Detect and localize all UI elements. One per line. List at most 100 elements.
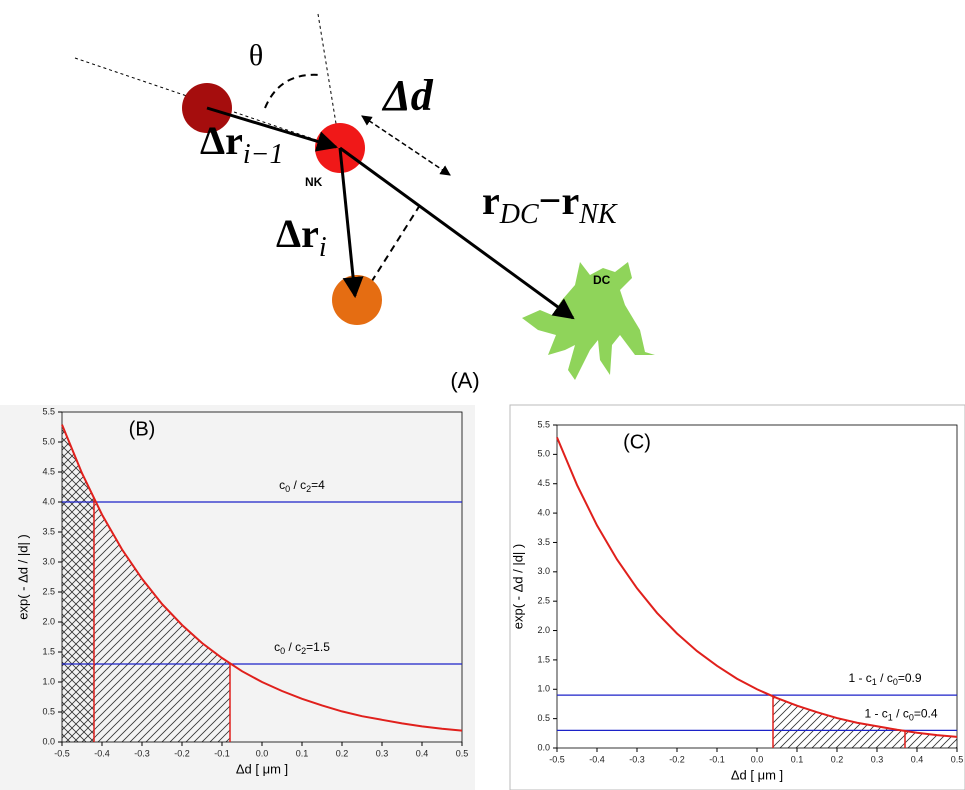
angle-arc bbox=[264, 73, 321, 109]
subscript: 2 bbox=[306, 484, 311, 494]
label-part: =4 bbox=[311, 478, 325, 492]
subscript: 0 bbox=[280, 646, 285, 656]
x-tick-label: 0.5 bbox=[951, 754, 964, 764]
x-tick-label: -0.5 bbox=[549, 754, 565, 764]
subscript: 1 bbox=[888, 713, 893, 723]
step-main: Δr bbox=[276, 211, 319, 256]
y-tick-label: 5.0 bbox=[42, 436, 55, 446]
step-sub: i bbox=[319, 232, 327, 263]
y-tick-label: 1.0 bbox=[42, 676, 55, 686]
distance-arrow bbox=[361, 115, 451, 176]
label-part: =1.5 bbox=[306, 640, 330, 654]
step-sub: i−1 bbox=[243, 139, 284, 170]
hatched-area bbox=[62, 424, 230, 742]
step-arrow bbox=[206, 106, 339, 152]
diagram: θ Δd Δri−1 NK Δri rDC−rNK DC (A) bbox=[74, 13, 655, 393]
x-tick-label: 0.0 bbox=[751, 754, 764, 764]
y-tick-label: 5.5 bbox=[537, 419, 550, 429]
step-label: Δri−1 bbox=[200, 118, 284, 170]
hatched-area bbox=[773, 696, 957, 748]
y-tick-label: 1.5 bbox=[537, 654, 550, 664]
x-tick-label: -0.3 bbox=[134, 748, 150, 758]
subscript: 0 bbox=[285, 484, 290, 494]
subscript: 0 bbox=[909, 713, 914, 723]
y-tick-label: 4.0 bbox=[42, 496, 55, 506]
step-arrow bbox=[338, 147, 364, 299]
label-part: / c bbox=[290, 478, 306, 492]
subscript: 1 bbox=[872, 678, 877, 688]
y-tick-label: 4.5 bbox=[537, 478, 550, 488]
subscript: 0 bbox=[893, 678, 898, 688]
x-tick-label: 0.1 bbox=[296, 748, 309, 758]
x-tick-label: -0.2 bbox=[669, 754, 685, 764]
target-arrow bbox=[339, 146, 575, 320]
vector: −r bbox=[539, 178, 580, 223]
y-tick-label: 1.0 bbox=[537, 684, 550, 694]
dc-label: DC bbox=[593, 273, 611, 287]
subscript: 2 bbox=[301, 646, 306, 656]
x-tick-label: 0.1 bbox=[791, 754, 804, 764]
threshold-label: c0 / c2=1.5 bbox=[274, 640, 330, 656]
y-tick-label: 5.0 bbox=[537, 449, 550, 459]
panel-title: (C) bbox=[623, 431, 651, 453]
x-tick-label: -0.3 bbox=[629, 754, 645, 764]
x-tick-label: -0.5 bbox=[54, 748, 70, 758]
y-tick-label: 3.0 bbox=[42, 556, 55, 566]
vector-sub: NK bbox=[578, 199, 618, 230]
label-part: / c bbox=[893, 707, 909, 721]
vector: r bbox=[482, 178, 500, 223]
panel-title: (B) bbox=[129, 418, 156, 440]
curve bbox=[61, 424, 463, 732]
y-axis-label: exp( - Δd / |d| ) bbox=[510, 544, 525, 630]
label-part: 1 - c bbox=[864, 707, 887, 721]
y-tick-label: 4.5 bbox=[42, 466, 55, 476]
label-part: =0.4 bbox=[914, 707, 938, 721]
x-tick-label: 0.3 bbox=[376, 748, 389, 758]
x-tick-label: 0.0 bbox=[256, 748, 269, 758]
theta-label: θ bbox=[249, 39, 263, 72]
step-main: Δr bbox=[200, 118, 243, 163]
label-part: / c bbox=[285, 640, 301, 654]
y-tick-label: 4.0 bbox=[537, 507, 550, 517]
dashed-line bbox=[317, 13, 343, 161]
y-tick-label: 2.0 bbox=[537, 625, 550, 635]
y-tick-label: 0.0 bbox=[537, 742, 550, 752]
next-cell bbox=[332, 275, 382, 325]
dc-cell bbox=[522, 262, 655, 380]
x-tick-label: -0.1 bbox=[214, 748, 230, 758]
y-tick-label: 2.0 bbox=[42, 616, 55, 626]
y-tick-label: 3.5 bbox=[42, 526, 55, 536]
label-part: / c bbox=[877, 671, 893, 685]
y-tick-label: 3.0 bbox=[537, 566, 550, 576]
x-tick-label: 0.2 bbox=[336, 748, 349, 758]
label-part: 1 - c bbox=[848, 671, 871, 685]
label-part: c bbox=[279, 478, 285, 492]
x-axis-label: Δd [ μm ] bbox=[731, 767, 783, 782]
nk-label: NK bbox=[305, 175, 323, 189]
curve bbox=[556, 436, 958, 738]
panel-background bbox=[509, 404, 965, 790]
x-tick-label: 0.5 bbox=[456, 748, 469, 758]
vector-sub: DC bbox=[499, 199, 539, 230]
threshold-label: c0 / c2=4 bbox=[279, 478, 325, 494]
y-axis-label: exp( - Δd / |d| ) bbox=[15, 534, 30, 620]
y-tick-label: 5.5 bbox=[42, 406, 55, 416]
label-part: c bbox=[274, 640, 280, 654]
x-tick-label: 0.2 bbox=[831, 754, 844, 764]
x-tick-label: 0.4 bbox=[911, 754, 924, 764]
step-label: Δri bbox=[276, 211, 327, 263]
y-tick-label: 2.5 bbox=[537, 596, 550, 606]
y-tick-label: 3.5 bbox=[537, 537, 550, 547]
delta-d-label: Δd bbox=[381, 71, 434, 120]
x-tick-label: -0.2 bbox=[174, 748, 190, 758]
x-tick-label: -0.1 bbox=[709, 754, 725, 764]
projection-line bbox=[364, 204, 421, 293]
label-part: =0.9 bbox=[898, 671, 922, 685]
panel-label: (A) bbox=[450, 368, 479, 393]
x-tick-label: 0.3 bbox=[871, 754, 884, 764]
y-tick-label: 0.0 bbox=[42, 736, 55, 746]
threshold-label: 1 - c1 / c0=0.4 bbox=[864, 707, 937, 723]
x-axis-label: Δd [ μm ] bbox=[236, 761, 288, 776]
